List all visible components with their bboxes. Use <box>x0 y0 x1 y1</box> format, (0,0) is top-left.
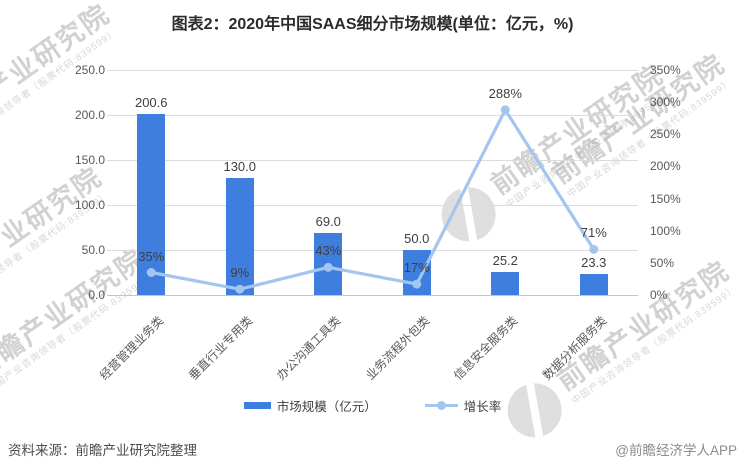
bar <box>491 272 520 295</box>
y-axis-right-tick: 300% <box>650 95 681 110</box>
gridline <box>107 250 638 251</box>
line-value-label: 9% <box>230 265 250 281</box>
line-marker-icon <box>436 401 446 410</box>
source-text: 资料来源：前瞻产业研究院整理 <box>8 443 197 458</box>
line-value-label: 43% <box>315 243 342 259</box>
y-axis-right-tick: 50% <box>650 255 675 270</box>
x-axis-category-label: 数据分析服务类 <box>539 313 610 383</box>
bar-value-label: 200.6 <box>134 95 168 111</box>
y-axis-right-tick: 100% <box>650 223 681 238</box>
line-value-label: 35% <box>138 248 165 264</box>
y-axis-right-tick: 150% <box>650 191 681 206</box>
line-value-label: 288% <box>488 85 522 101</box>
y-axis-left-tick: 150.0 <box>74 153 105 167</box>
y-axis-left-tick: 200.0 <box>74 108 105 122</box>
x-axis-category-label: 垂直行业专用类 <box>185 313 256 383</box>
bar-series-swatch-icon <box>243 402 271 409</box>
bar-value-label: 69.0 <box>315 213 341 229</box>
gridline <box>107 70 638 71</box>
gridline <box>107 115 638 116</box>
chart-title: 图表2：2020年中国SAAS细分市场规模(单位：亿元，%) <box>171 16 574 33</box>
y-axis-right-tick: 0% <box>650 288 668 302</box>
legend-item-market-size: 市场规模（亿元） <box>243 396 377 415</box>
bar <box>314 232 343 295</box>
x-axis-category-label: 经营管理业务类 <box>97 313 167 383</box>
gridline <box>107 205 638 206</box>
x-axis-category-label: 业务流程外包类 <box>362 313 433 383</box>
bar <box>579 274 608 295</box>
gridline <box>107 160 638 161</box>
legend: 市场规模（亿元） 增长率 <box>0 396 745 415</box>
legend-label-growth-rate: 增长率 <box>463 400 502 414</box>
bar-value-label: 23.3 <box>581 255 607 271</box>
legend-item-growth-rate: 增长率 <box>424 396 502 415</box>
credit-text: @前瞻经济学人APP <box>615 443 737 458</box>
y-axis-left-tick: 0.0 <box>88 288 105 302</box>
legend-label-market-size: 市场规模（亿元） <box>276 400 377 414</box>
line-series-swatch-icon <box>424 401 458 410</box>
bar-value-label: 130.0 <box>223 159 257 174</box>
line-value-label: 17% <box>403 260 430 276</box>
gridline <box>107 295 638 296</box>
y-axis-left-tick: 50.0 <box>81 243 105 257</box>
y-axis-left-tick: 100.0 <box>74 198 105 212</box>
footer: 资料来源：前瞻产业研究院整理 @前瞻经济学人APP <box>0 439 745 459</box>
bar <box>137 114 166 295</box>
x-axis-category-label: 办公沟通工具类 <box>274 313 344 383</box>
x-axis-category-label: 信息安全服务类 <box>451 313 521 383</box>
line-value-label: 71% <box>580 225 607 241</box>
bar-value-label: 50.0 <box>404 231 430 246</box>
y-axis-right-tick: 250% <box>650 127 681 142</box>
line-marker <box>500 105 510 115</box>
y-axis-right-tick: 200% <box>650 159 681 174</box>
y-axis-left-tick: 250.0 <box>74 63 105 77</box>
bar-value-label: 25.2 <box>492 253 518 269</box>
y-axis-right-tick: 350% <box>650 63 681 77</box>
